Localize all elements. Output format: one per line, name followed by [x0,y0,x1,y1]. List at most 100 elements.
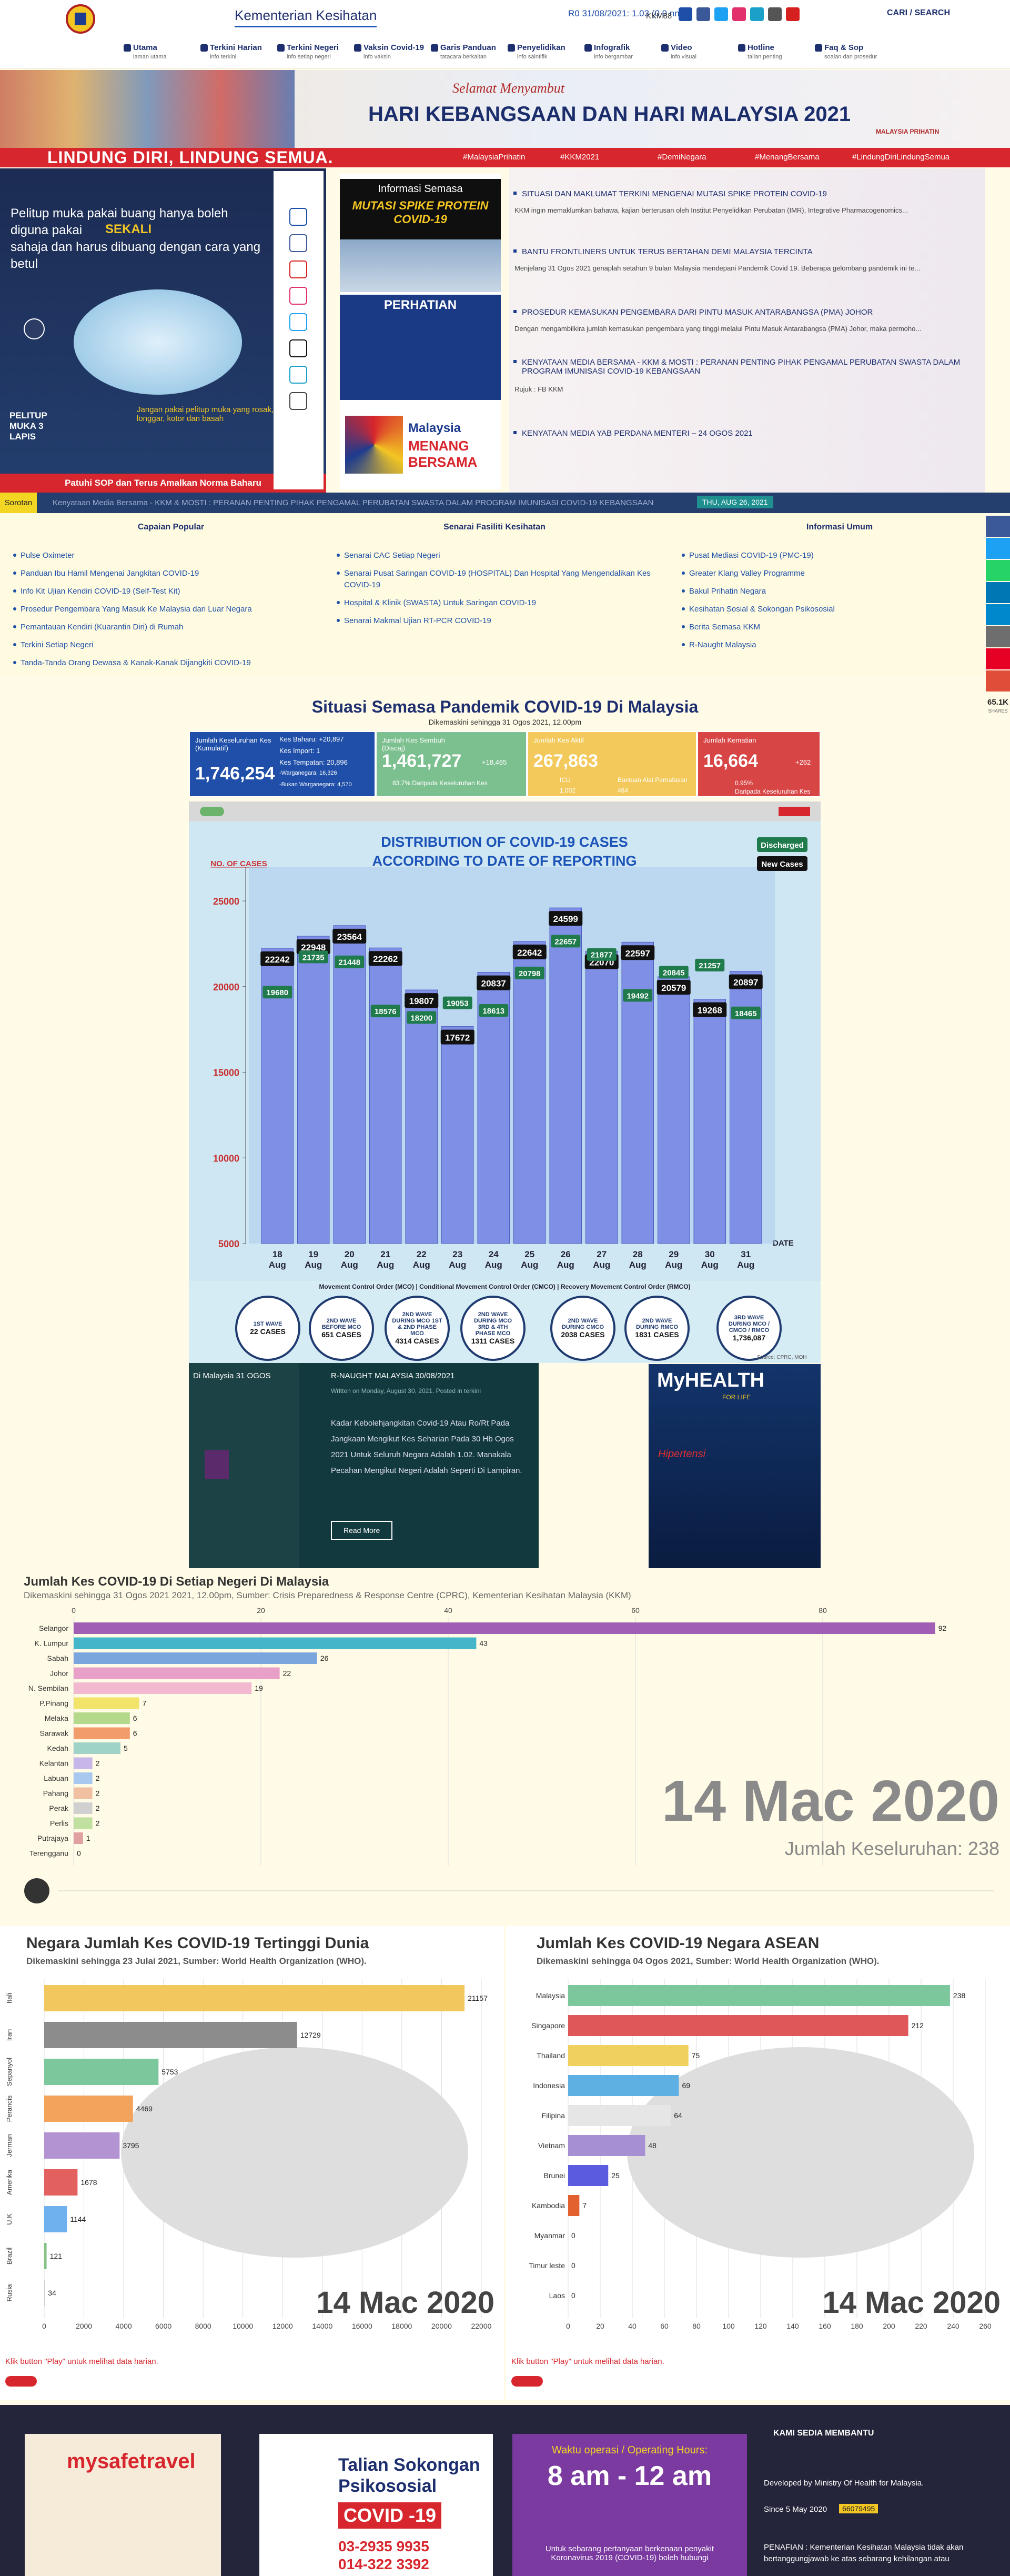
nav-title[interactable]: Penyelidikan [517,43,565,52]
banner-people [0,70,295,148]
share-button[interactable] [986,648,1010,669]
value-label: 22262 [373,954,398,964]
news-title[interactable]: KENYATAAN MEDIA YAB PERDANA MENTERI – 24… [522,429,753,438]
social-icon[interactable] [750,7,764,21]
social-icon[interactable] [289,208,307,226]
read-more[interactable]: Read More [331,1521,393,1540]
search-link[interactable]: CARI / SEARCH [887,8,951,17]
infogram-chip[interactable] [779,807,810,816]
bar [405,989,438,1244]
play-button[interactable] [24,1878,49,1903]
x-tick-label-line: Aug [701,1260,719,1270]
nav-title[interactable]: Garis Panduan [440,43,496,52]
x-tick-label: 60 [631,1606,640,1615]
logo [66,4,95,34]
social-icon[interactable] [289,339,307,357]
link[interactable]: Kesihatan Sosial & Sokongan Psikososial [689,605,835,614]
link[interactable]: Senarai Makmal Ujian RT-PCR COVID-19 [344,616,491,625]
link[interactable]: Senarai CAC Setiap Negeri [344,551,440,560]
legend-swatch [757,837,807,852]
link[interactable]: Pemantauan Kendiri (Kuarantin Diri) di R… [21,623,184,632]
bar [44,2169,78,2196]
social-icon[interactable] [289,392,307,410]
value-label: 121 [50,2252,63,2260]
discharged-marker [551,935,581,948]
x-tick-label: 29 Aug [665,1249,682,1270]
nav-title[interactable]: Infografik [594,43,630,52]
news-title[interactable]: KENYATAAN MEDIA BERSAMA - KKM & MOSTI : … [522,358,961,376]
bar [568,2135,645,2156]
social-icon[interactable] [679,7,692,21]
x-tick-label-line: Aug [269,1260,286,1270]
slider-prev[interactable] [205,1450,229,1479]
link-bullet [337,572,340,575]
link[interactable]: Bakul Prihatin Negara [689,587,766,596]
social-icon[interactable] [289,313,307,331]
value-label-bg [260,951,295,966]
social-icon[interactable] [289,234,307,252]
news-title[interactable]: PROSEDUR KEMASUKAN PENGEMBARA DARI PINTU… [522,308,873,317]
social-icon[interactable] [732,7,746,21]
social-icon[interactable] [786,7,800,21]
stat-line: 83.7% Daripada Keseluruhan Kes [392,779,488,787]
link[interactable]: Senarai Pusat Saringan COVID-19 (HOSPITA… [344,569,651,589]
share-chip[interactable] [200,807,224,816]
x-tick-label: 180 [851,2322,863,2330]
x-tick-label: 240 [947,2322,959,2330]
poster-info: Informasi Semasa [378,183,463,195]
nav-title[interactable]: Terkini Negeri [287,43,339,52]
value-label: 2 [96,1789,100,1798]
value-label-bg [693,1002,727,1017]
social-icon[interactable] [768,7,782,21]
link[interactable]: Panduan Ibu Hamil Mengenai Jangkitan COV… [21,569,199,578]
slide-prev[interactable] [24,318,45,339]
discharged-label: 22657 [554,937,577,946]
x-tick-label: 16000 [352,2322,372,2330]
share-button[interactable] [986,670,1010,691]
category-label: Jerman [5,2134,13,2157]
hours-note: Untuk sebarang pertanyaan berkenaan peny… [545,2544,714,2562]
share-button[interactable] [5,2376,37,2387]
share-button[interactable] [986,604,1010,625]
link[interactable]: Greater Klang Valley Programme [689,569,805,578]
discharged-marker [442,996,472,1009]
social-icon[interactable] [696,7,710,21]
social-icon[interactable] [289,260,307,278]
news-title[interactable]: SITUASI DAN MAKLUMAT TERKINI MENGENAI MU… [522,189,827,198]
value-label: 92 [938,1624,947,1632]
value-label: 1678 [80,2178,97,2187]
nav-title[interactable]: Faq & Sop [824,43,864,52]
social-icon[interactable] [714,7,728,21]
discharged-marker [695,958,725,971]
share-button[interactable] [986,560,1010,581]
news-title[interactable]: BANTU FRONTLINERS UNTUK TERUS BERTAHAN D… [522,247,813,256]
discharged-label: 21735 [302,953,325,962]
social-icon[interactable] [289,366,307,384]
link[interactable]: Terkini Setiap Negeri [21,640,94,649]
nav-title[interactable]: Utama [133,43,157,52]
link[interactable]: Pulse Oximeter [21,551,75,560]
nav-title[interactable]: Vaksin Covid-19 [363,43,425,52]
link[interactable]: Info Kit Ujian Kendiri COVID-19 (Self-Te… [21,587,180,596]
link[interactable]: Pusat Mediasi COVID-19 (PMC-19) [689,551,814,560]
link[interactable]: Berita Semasa KKM [689,623,761,632]
link[interactable]: R-Naught Malaysia [689,640,756,649]
nav-title[interactable]: Video [671,43,692,52]
link[interactable]: Tanda-Tanda Orang Dewasa & Kanak-Kanak D… [21,658,251,667]
link[interactable]: Prosedur Pengembara Yang Masuk Ke Malays… [21,605,252,614]
social-icon[interactable] [289,287,307,305]
y-axis-label: NO. OF CASES [210,859,267,868]
nav-icon [277,44,285,52]
share-button[interactable] [986,582,1010,603]
share-button[interactable] [986,538,1010,559]
share-button[interactable] [511,2376,543,2387]
share-button[interactable] [986,626,1010,647]
nav-title[interactable]: Terkini Harian [210,43,262,52]
nav-title[interactable]: Hotline [748,43,774,52]
category-label: Filipina [542,2111,565,2120]
bar [568,2045,689,2066]
link[interactable]: Hospital & Klinik (SWASTA) Untuk Saringa… [344,598,537,607]
share-button[interactable] [986,516,1010,537]
ticker-text[interactable]: Kenyataan Media Bersama - KKM & MOSTI : … [53,498,654,507]
value-label: 6 [133,1729,137,1738]
